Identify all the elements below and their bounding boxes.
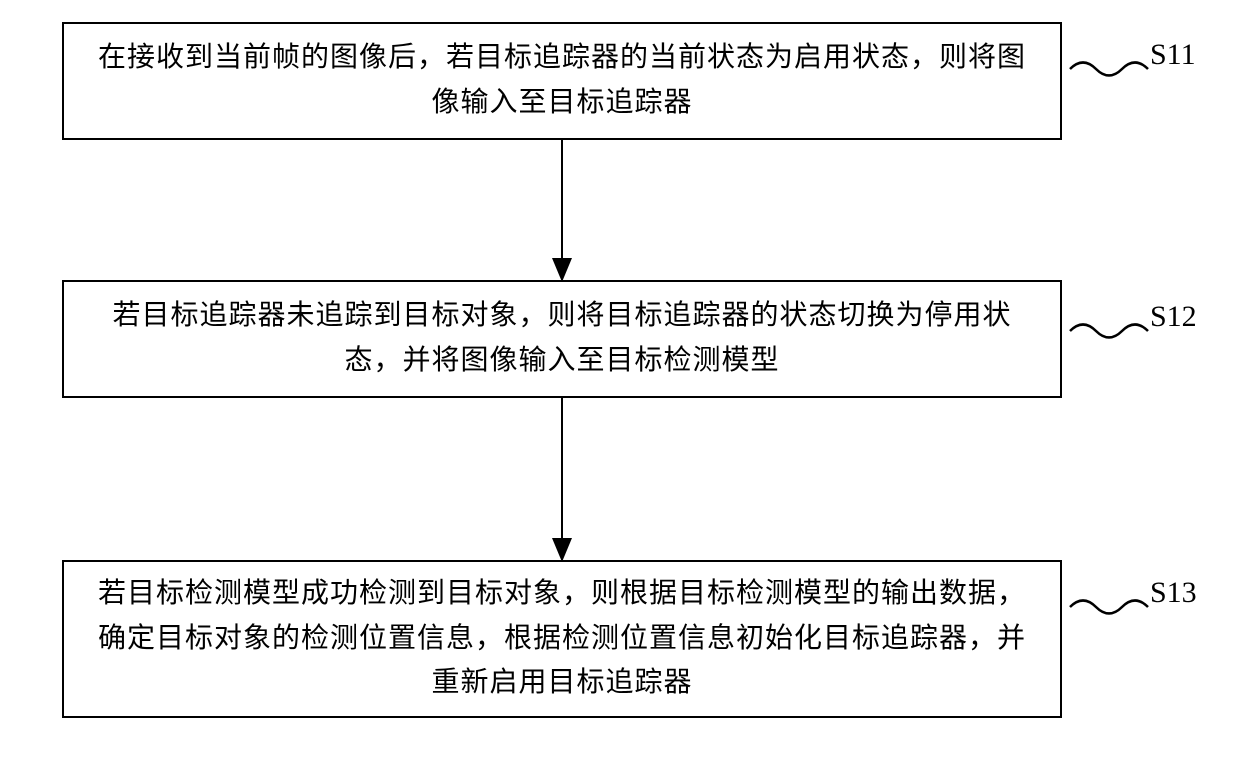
flowchart-canvas: 在接收到当前帧的图像后，若目标追踪器的当前状态为启用状态，则将图像输入至目标追踪… xyxy=(0,0,1240,761)
squiggle-s13 xyxy=(1070,594,1148,620)
squiggle-s11 xyxy=(1070,56,1148,82)
squiggle-s12 xyxy=(1070,318,1148,344)
flow-arrows xyxy=(0,0,1240,761)
